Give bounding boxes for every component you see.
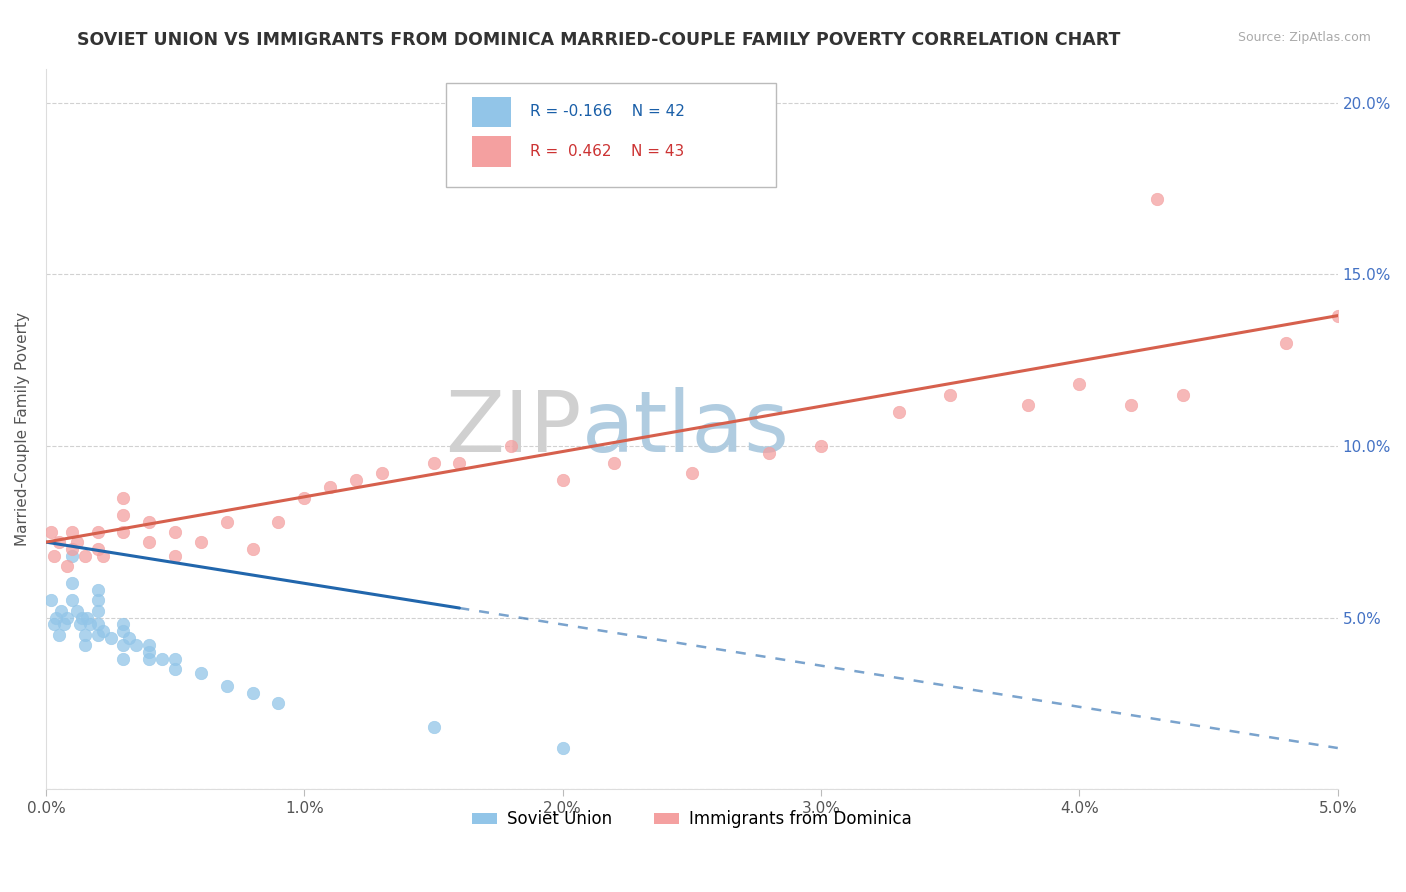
Text: ZIP: ZIP	[446, 387, 582, 470]
Y-axis label: Married-Couple Family Poverty: Married-Couple Family Poverty	[15, 312, 30, 546]
Point	[53, 617, 76, 632]
Point	[603, 456, 626, 470]
Point	[371, 467, 394, 481]
Point	[1146, 192, 1168, 206]
Point	[1275, 336, 1298, 351]
Point	[165, 524, 187, 539]
Point	[48, 535, 70, 549]
Point	[66, 604, 89, 618]
Point	[422, 721, 444, 735]
Point	[422, 456, 444, 470]
Point	[242, 541, 264, 556]
Point	[138, 515, 160, 529]
Point	[55, 559, 77, 574]
Point	[45, 610, 67, 624]
Point	[292, 491, 315, 505]
Point	[165, 652, 187, 666]
Text: SOVIET UNION VS IMMIGRANTS FROM DOMINICA MARRIED-COUPLE FAMILY POVERTY CORRELATI: SOVIET UNION VS IMMIGRANTS FROM DOMINICA…	[77, 31, 1121, 49]
Point	[758, 446, 780, 460]
Point	[48, 628, 70, 642]
Point	[60, 541, 83, 556]
Point	[112, 652, 135, 666]
Point	[138, 638, 160, 652]
Point	[267, 697, 290, 711]
Point	[91, 549, 114, 563]
Point	[79, 617, 101, 632]
Text: Source: ZipAtlas.com: Source: ZipAtlas.com	[1237, 31, 1371, 45]
Point	[1171, 387, 1194, 401]
Point	[73, 628, 96, 642]
Text: R = -0.166    N = 42: R = -0.166 N = 42	[530, 104, 685, 120]
Point	[100, 631, 122, 645]
Point	[86, 524, 108, 539]
Point	[499, 439, 522, 453]
Text: atlas: atlas	[582, 387, 790, 470]
Point	[60, 524, 83, 539]
Point	[138, 535, 160, 549]
Point	[165, 549, 187, 563]
Legend: Soviet Union, Immigrants from Dominica: Soviet Union, Immigrants from Dominica	[465, 804, 918, 835]
Point	[112, 524, 135, 539]
Point	[51, 604, 73, 618]
FancyBboxPatch shape	[447, 83, 776, 187]
Point	[112, 617, 135, 632]
Point	[150, 652, 173, 666]
Point	[165, 662, 187, 676]
Point	[117, 631, 139, 645]
Point	[66, 535, 89, 549]
Point	[39, 593, 62, 607]
Point	[1326, 309, 1348, 323]
Point	[215, 515, 238, 529]
Bar	[472, 136, 510, 167]
Point	[60, 549, 83, 563]
Point	[190, 535, 212, 549]
Point	[138, 645, 160, 659]
Point	[112, 508, 135, 522]
Point	[551, 741, 574, 756]
Point	[42, 617, 65, 632]
Point	[112, 491, 135, 505]
Point	[112, 638, 135, 652]
Point	[86, 541, 108, 556]
Point	[112, 624, 135, 639]
Point	[86, 617, 108, 632]
Point	[1069, 377, 1091, 392]
Point	[73, 549, 96, 563]
Point	[138, 652, 160, 666]
Point	[939, 387, 962, 401]
Point	[60, 576, 83, 591]
Point	[55, 610, 77, 624]
Point	[190, 665, 212, 680]
Point	[42, 549, 65, 563]
Point	[86, 628, 108, 642]
Point	[810, 439, 832, 453]
Point	[86, 593, 108, 607]
Point	[551, 474, 574, 488]
Bar	[472, 96, 510, 127]
Point	[69, 617, 91, 632]
Point	[887, 405, 910, 419]
Point	[39, 524, 62, 539]
Point	[344, 474, 367, 488]
Point	[449, 456, 471, 470]
Point	[242, 686, 264, 700]
Point	[86, 583, 108, 598]
Point	[1119, 398, 1142, 412]
Point	[76, 610, 98, 624]
Point	[319, 480, 342, 494]
Point	[125, 638, 148, 652]
Point	[91, 624, 114, 639]
Point	[60, 593, 83, 607]
Text: R =  0.462    N = 43: R = 0.462 N = 43	[530, 144, 685, 159]
Point	[86, 604, 108, 618]
Point	[215, 679, 238, 693]
Point	[70, 610, 93, 624]
Point	[267, 515, 290, 529]
Point	[1017, 398, 1039, 412]
Point	[681, 467, 703, 481]
Point	[73, 638, 96, 652]
